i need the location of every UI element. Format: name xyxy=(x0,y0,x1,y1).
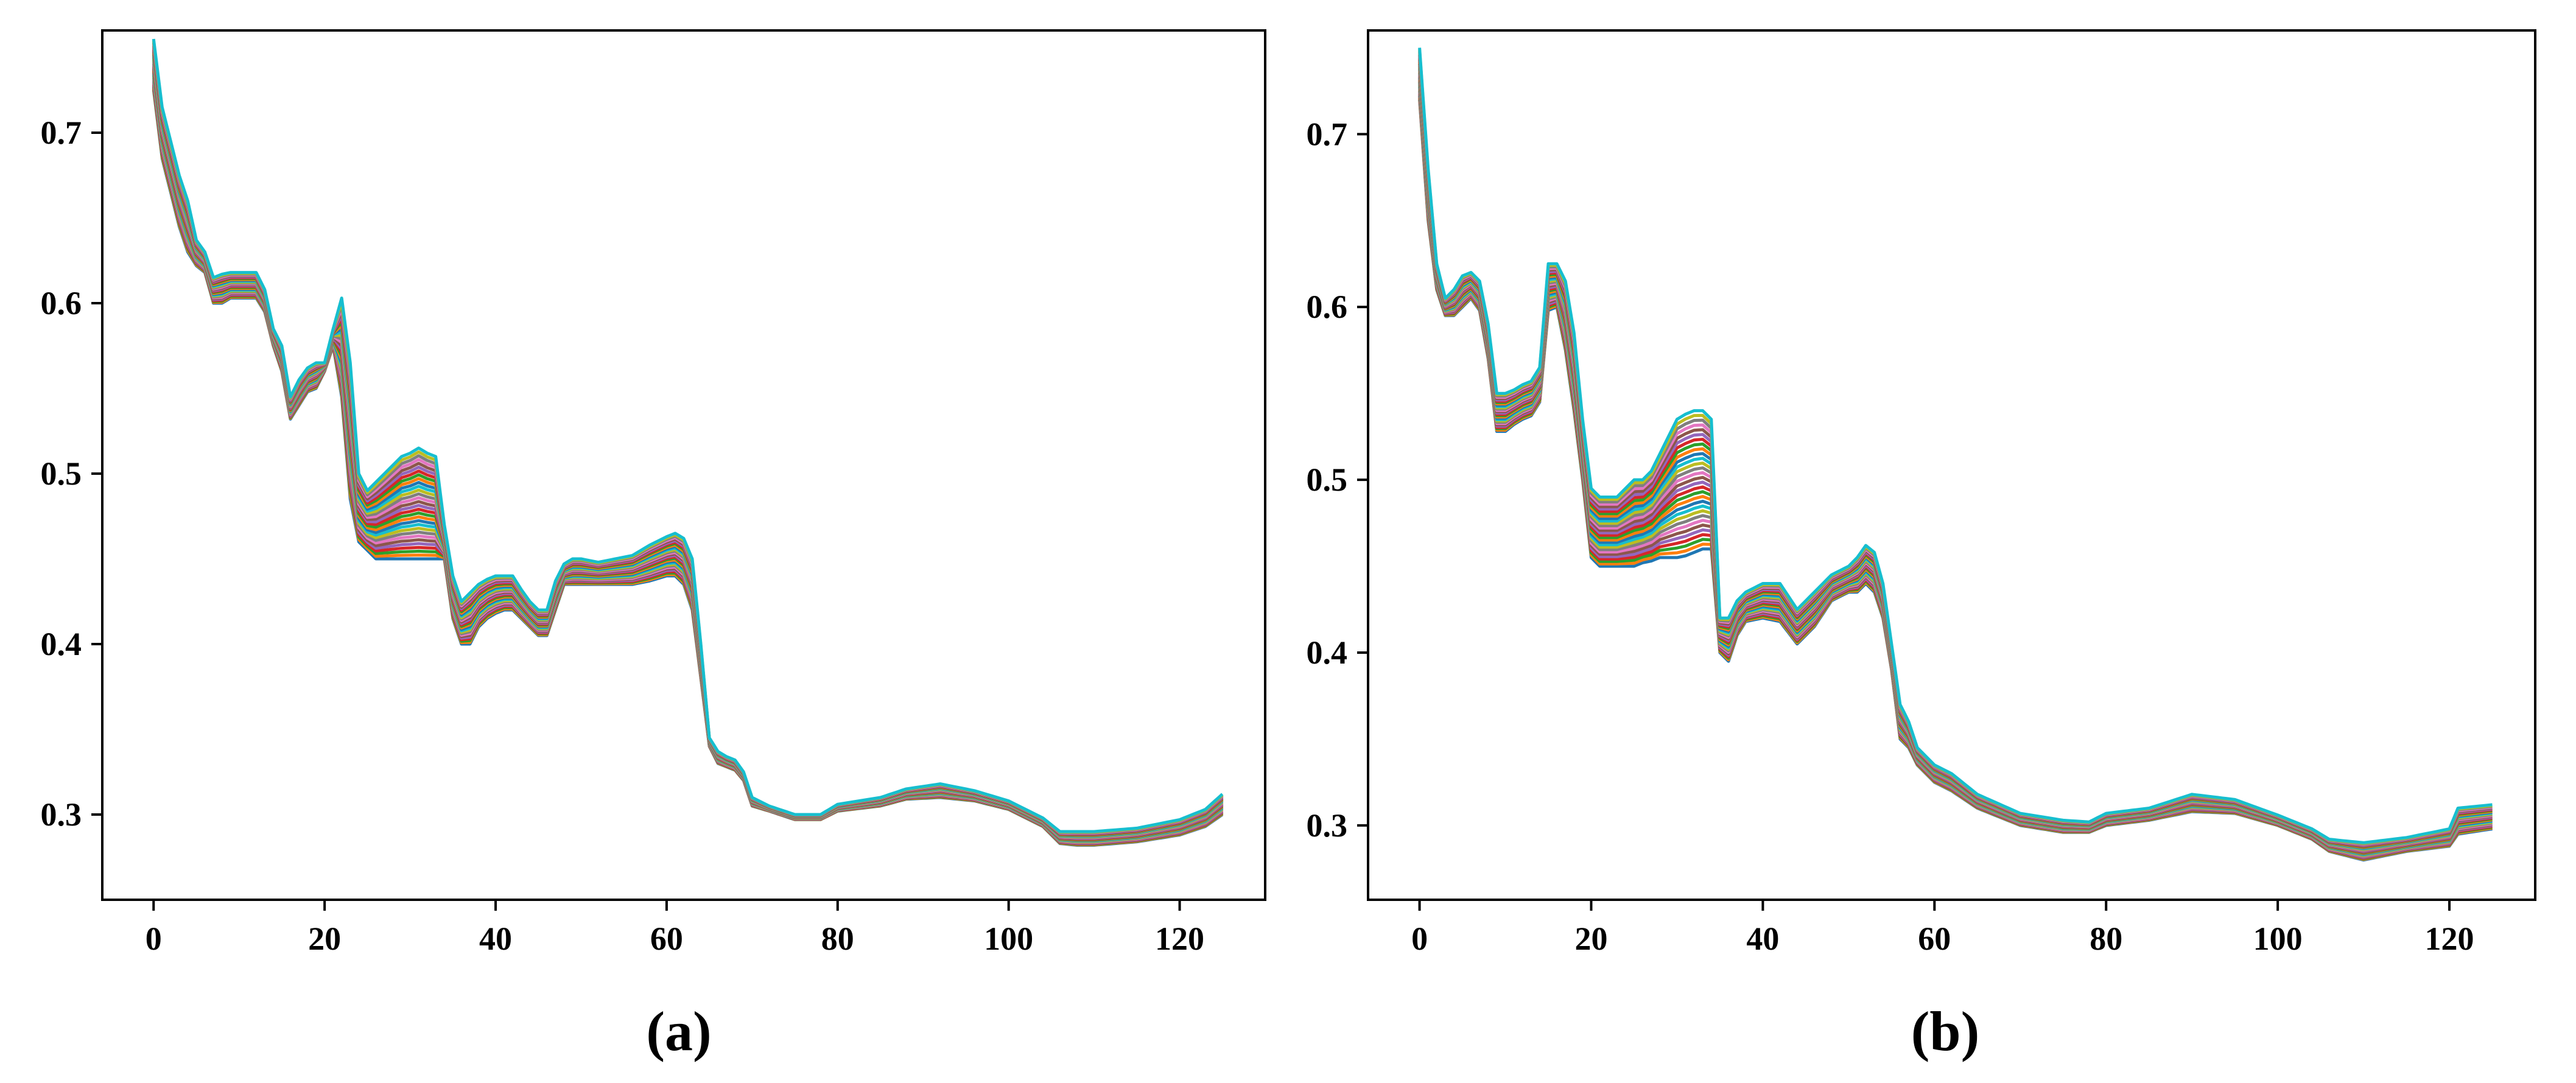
series-line xyxy=(152,65,1224,841)
x-tick-label: 120 xyxy=(1155,920,1204,957)
axes-frame xyxy=(101,29,1266,901)
x-tick-label: 60 xyxy=(1918,920,1951,957)
y-tick-label: 0.7 xyxy=(1307,116,1348,152)
x-tick-label: 80 xyxy=(2090,920,2122,957)
x-tick-label: 0 xyxy=(146,920,162,957)
series-line xyxy=(152,66,1224,841)
x-tick-label: 80 xyxy=(821,920,854,957)
series-line xyxy=(1418,96,2493,861)
x-tick-label: 100 xyxy=(2253,920,2303,957)
y-tick-label: 0.4 xyxy=(1307,634,1348,671)
x-tick-label: 20 xyxy=(308,920,341,957)
axes-frame xyxy=(1367,29,2536,901)
series-line xyxy=(152,51,1224,836)
panel-label-b: (b) xyxy=(1911,1000,1979,1062)
series-line xyxy=(152,49,1224,836)
series-line xyxy=(152,88,1224,847)
chart-panel-a: 0 20 40 60 80 100 120 0.3 0.4 0.5 0.6 0.7 xyxy=(41,29,1266,957)
series-line xyxy=(152,40,1224,834)
y-tick-label: 0.6 xyxy=(1307,289,1348,325)
series-line xyxy=(152,54,1224,838)
y-tick-label: 0.3 xyxy=(41,796,82,833)
panel-label-a: (a) xyxy=(646,1000,711,1062)
series-line xyxy=(152,84,1224,846)
y-tick-label: 0.5 xyxy=(1307,461,1348,498)
series-line xyxy=(152,42,1224,834)
series-line xyxy=(152,86,1224,846)
chart-panel-b: 0 20 40 60 80 100 120 0.3 0.4 0.5 0.6 0.7 xyxy=(1307,29,2536,957)
series-line xyxy=(152,46,1224,835)
series-line xyxy=(152,61,1224,839)
x-tick-label: 40 xyxy=(1746,920,1779,957)
series-line xyxy=(1418,94,2493,860)
y-tick-label: 0.4 xyxy=(41,626,82,662)
series-line xyxy=(152,77,1224,844)
series-line xyxy=(152,89,1224,847)
series-line xyxy=(152,52,1224,837)
series-line xyxy=(152,81,1224,844)
series-line xyxy=(152,75,1224,843)
y-tick-label: 0.3 xyxy=(1307,807,1348,844)
y-tick-label: 0.7 xyxy=(41,114,82,151)
series-line xyxy=(1418,47,2493,844)
x-tick-label: 20 xyxy=(1574,920,1607,957)
x-tick-label: 60 xyxy=(650,920,683,957)
series-line xyxy=(1418,92,2493,860)
series-line xyxy=(152,60,1224,839)
series-line xyxy=(152,79,1224,844)
x-tick-label: 0 xyxy=(1411,920,1428,957)
series-line xyxy=(1418,97,2493,861)
series-line xyxy=(152,74,1224,843)
x-tick-label: 40 xyxy=(479,920,512,957)
series-line xyxy=(152,68,1224,841)
series-line xyxy=(152,58,1224,838)
series-line xyxy=(152,63,1224,840)
y-tick-label: 0.5 xyxy=(41,455,82,492)
series-line xyxy=(152,44,1224,835)
series-line xyxy=(1418,99,2493,862)
x-tick-label: 100 xyxy=(984,920,1033,957)
series-line xyxy=(152,70,1224,842)
series-line xyxy=(152,47,1224,836)
series-line xyxy=(152,38,1224,833)
y-tick-label: 0.6 xyxy=(41,285,82,321)
series-line xyxy=(152,83,1224,845)
series-line xyxy=(152,72,1224,843)
series-line xyxy=(152,56,1224,838)
x-tick-label: 120 xyxy=(2425,920,2474,957)
